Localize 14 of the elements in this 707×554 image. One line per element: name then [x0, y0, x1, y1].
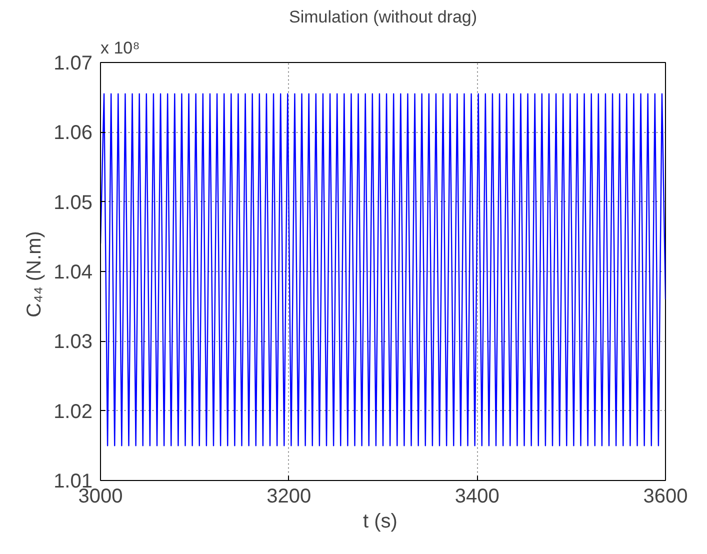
y-axis-title: C₄₄ (N.m) — [24, 231, 46, 318]
y-tick-label: 1.02 — [54, 400, 93, 423]
x-axis-title: t (s) — [363, 510, 398, 532]
y-tick-label: 1.06 — [54, 122, 93, 144]
y-tick-label: 1.05 — [54, 192, 93, 214]
x-tick-label: 3200 — [266, 486, 312, 508]
y-tick-label: 1.03 — [54, 331, 93, 354]
chart-title: Simulation (without drag) — [288, 8, 478, 26]
x-tick-label: 3400 — [454, 486, 500, 508]
line-series — [100, 93, 666, 446]
x-tick-label: 3600 — [643, 486, 688, 508]
text: x 10⁸ — [100, 38, 140, 58]
y-tick-label: 1.07 — [54, 52, 93, 74]
y-tick-label: 1.04 — [54, 262, 93, 284]
